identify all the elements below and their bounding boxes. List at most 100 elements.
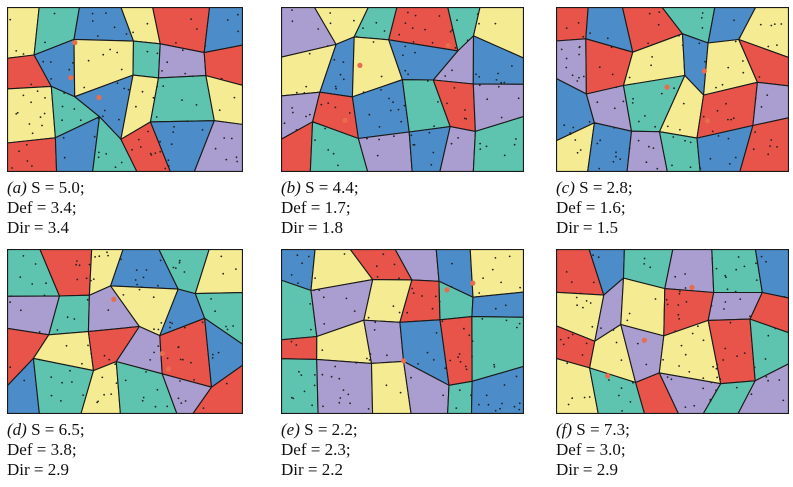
- district-region: [115, 361, 178, 414]
- unit-dot: [712, 365, 714, 368]
- unit-dot: [399, 391, 402, 394]
- district-region: [403, 360, 450, 414]
- district-region: [626, 130, 668, 172]
- unit-dot: [226, 328, 229, 331]
- unit-dot: [456, 19, 458, 22]
- unit-dot: [656, 167, 659, 170]
- unit-dot: [159, 259, 162, 262]
- seed-marker: [689, 284, 695, 291]
- unit-dot: [334, 106, 337, 109]
- unit-dot: [109, 48, 111, 51]
- partition-map-d: [7, 249, 243, 414]
- caption-b-dir: Dir = 1.8: [281, 218, 343, 237]
- unit-dot: [218, 109, 221, 112]
- unit-dot: [118, 118, 120, 121]
- unit-dot: [308, 52, 311, 55]
- unit-dot: [622, 100, 625, 103]
- unit-dot: [615, 155, 617, 158]
- unit-dot: [681, 44, 684, 46]
- unit-dot: [97, 117, 100, 120]
- unit-dot: [764, 358, 767, 360]
- unit-dot: [154, 405, 157, 408]
- unit-dot: [660, 92, 663, 95]
- unit-dot: [579, 292, 582, 295]
- unit-dot: [501, 402, 503, 405]
- unit-dot: [180, 402, 183, 404]
- unit-dot: [90, 279, 92, 282]
- unit-dot: [152, 296, 155, 299]
- unit-dot: [651, 56, 653, 58]
- unit-dot: [458, 353, 461, 355]
- unit-dot: [335, 87, 337, 90]
- district-region: [587, 122, 633, 172]
- unit-dot: [503, 154, 506, 157]
- district-region: [357, 131, 413, 172]
- unit-dot: [193, 379, 196, 381]
- unit-dot: [10, 295, 13, 297]
- unit-dot: [463, 117, 466, 120]
- partition-map-a: [7, 7, 243, 172]
- unit-dot: [85, 277, 88, 280]
- unit-dot: [60, 400, 62, 402]
- unit-dot: [432, 359, 435, 361]
- unit-dot: [515, 375, 518, 378]
- caption-d-def: Def = 3.8;: [7, 440, 77, 459]
- unit-dot: [349, 402, 351, 405]
- unit-dot: [220, 77, 223, 80]
- unit-dot: [572, 126, 575, 129]
- unit-dot: [296, 254, 299, 257]
- unit-dot: [375, 265, 378, 268]
- unit-dot: [574, 139, 577, 141]
- district-region: [120, 121, 172, 172]
- unit-dot: [353, 310, 356, 312]
- unit-dot: [432, 151, 435, 154]
- unit-dot: [732, 117, 735, 120]
- unit-dot: [585, 342, 588, 345]
- unit-dot: [620, 387, 623, 389]
- unit-dot: [615, 86, 618, 89]
- unit-dot: [303, 92, 306, 94]
- unit-dot: [702, 377, 705, 380]
- unit-dot: [494, 307, 497, 310]
- unit-dot: [71, 381, 73, 383]
- unit-dot: [478, 76, 481, 78]
- unit-dot: [398, 33, 401, 36]
- unit-dot: [173, 125, 175, 128]
- district-region: [316, 358, 374, 414]
- unit-dot: [404, 45, 407, 48]
- unit-dot: [643, 263, 646, 265]
- unit-dot: [366, 137, 368, 140]
- unit-dot: [421, 295, 423, 297]
- unit-dot: [648, 145, 650, 148]
- district-region: [149, 75, 215, 123]
- unit-dot: [702, 387, 705, 390]
- unit-dot: [618, 394, 620, 397]
- unit-dot: [500, 281, 502, 284]
- unit-dot: [727, 118, 729, 121]
- unit-dot: [414, 14, 417, 17]
- unit-dot: [486, 98, 489, 101]
- district-region: [194, 292, 243, 346]
- unit-dot: [45, 282, 47, 285]
- unit-dot: [725, 276, 727, 279]
- unit-dot: [9, 18, 12, 21]
- unit-dot: [105, 153, 108, 155]
- unit-dot: [22, 94, 25, 97]
- unit-dot: [107, 309, 110, 311]
- unit-dot: [195, 104, 198, 106]
- unit-dot: [19, 276, 22, 278]
- unit-dot: [402, 54, 404, 57]
- unit-dot: [413, 144, 416, 146]
- unit-dot: [155, 116, 158, 118]
- unit-dot: [210, 298, 213, 300]
- unit-dot: [230, 137, 233, 140]
- unit-dot: [314, 277, 316, 279]
- unit-dot: [582, 35, 585, 38]
- caption-e-letter: (e): [281, 420, 300, 439]
- district-region: [80, 361, 121, 414]
- unit-dot: [76, 260, 78, 262]
- unit-dot: [500, 81, 503, 84]
- unit-dot: [680, 344, 683, 347]
- unit-dot: [303, 390, 306, 393]
- unit-dot: [750, 393, 753, 396]
